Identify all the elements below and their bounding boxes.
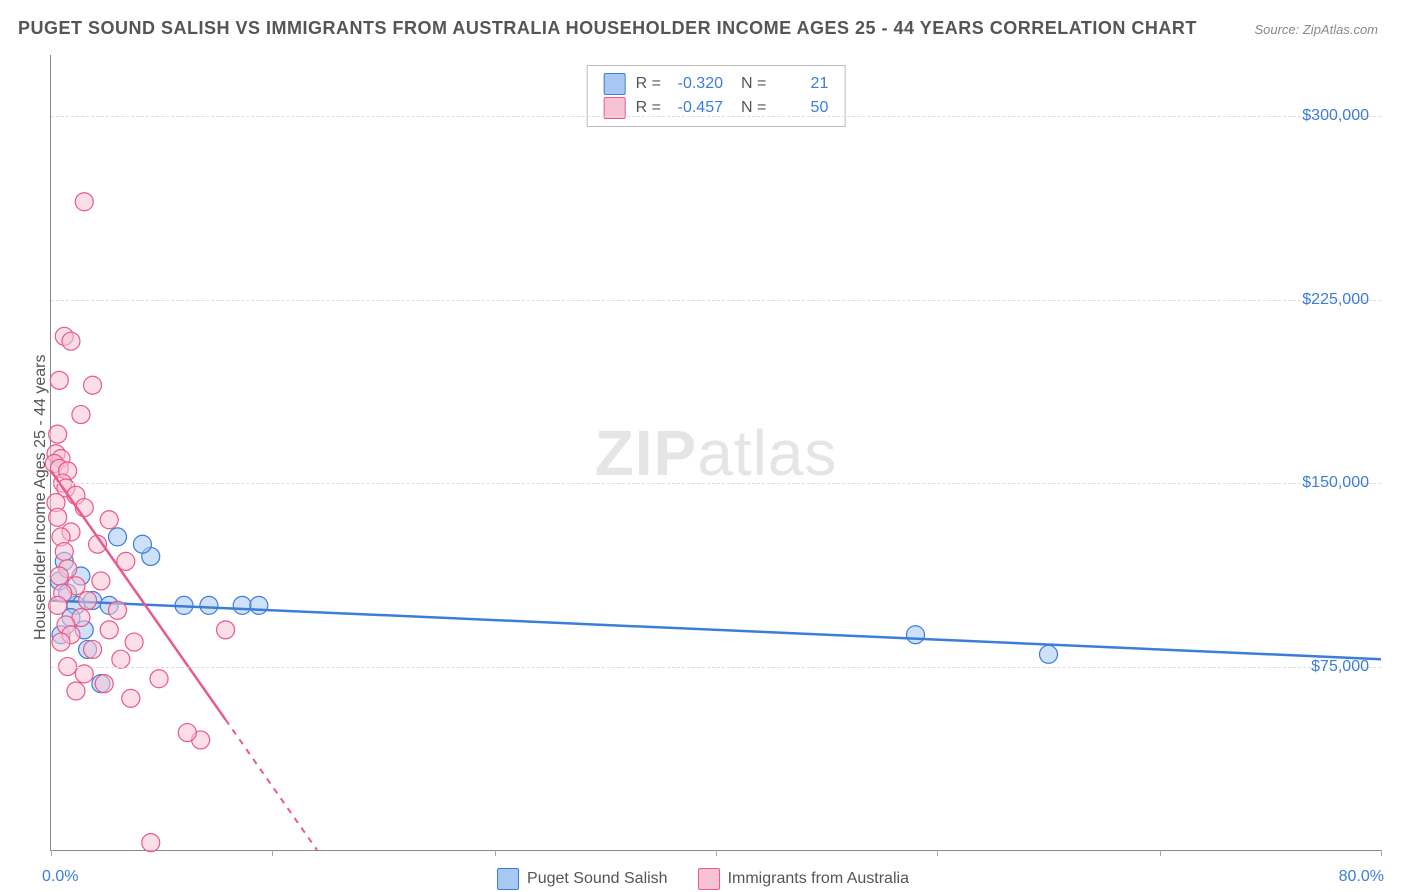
legend-label: Puget Sound Salish (527, 870, 668, 888)
x-min-label: 0.0% (42, 868, 78, 886)
legend-swatch (604, 73, 626, 95)
stats-row: R = -0.320 N = 21 (604, 72, 829, 96)
scatter-point (100, 621, 118, 639)
y-axis-label: Householder Income Ages 25 - 44 years (32, 355, 50, 641)
scatter-point (79, 591, 97, 609)
scatter-point (125, 633, 143, 651)
scatter-point (100, 511, 118, 529)
scatter-point (75, 193, 93, 211)
x-tick (51, 850, 52, 856)
scatter-point (133, 535, 151, 553)
plot-area: ZIPatlas R =-0.320N =21R =-0.457N =50 $7… (50, 55, 1381, 851)
scatter-point (49, 425, 67, 443)
stats-box: R =-0.320N =21R =-0.457N =50 (587, 65, 846, 127)
trend-line (51, 600, 1381, 659)
legend-swatch (497, 868, 519, 890)
x-tick (937, 850, 938, 856)
r-value: -0.320 (671, 72, 723, 96)
scatter-point (62, 332, 80, 350)
source-credit: Source: ZipAtlas.com (1254, 22, 1378, 37)
scatter-point (109, 528, 127, 546)
x-tick (1160, 850, 1161, 856)
chart-title: PUGET SOUND SALISH VS IMMIGRANTS FROM AU… (18, 18, 1197, 39)
scatter-point (84, 640, 102, 658)
gridline-h (51, 116, 1381, 117)
gridline-h (51, 667, 1381, 668)
scatter-point (52, 633, 70, 651)
gridline-h (51, 483, 1381, 484)
scatter-point (150, 670, 168, 688)
bottom-legend: Puget Sound Salish Immigrants from Austra… (497, 868, 909, 890)
scatter-point (50, 567, 68, 585)
x-tick (495, 850, 496, 856)
scatter-point (233, 596, 251, 614)
y-tick-label: $300,000 (1302, 107, 1369, 125)
x-tick (272, 850, 273, 856)
scatter-point (84, 376, 102, 394)
x-max-label: 80.0% (1339, 868, 1384, 886)
scatter-point (95, 675, 113, 693)
y-tick-label: $150,000 (1302, 474, 1369, 492)
scatter-point (92, 572, 110, 590)
legend-label: Immigrants from Australia (728, 870, 909, 888)
scatter-point (72, 406, 90, 424)
scatter-point (75, 665, 93, 683)
gridline-h (51, 300, 1381, 301)
trend-line-dashed (226, 720, 317, 850)
legend-item: Puget Sound Salish (497, 868, 668, 890)
scatter-point (178, 724, 196, 742)
scatter-point (67, 682, 85, 700)
scatter-point (250, 596, 268, 614)
scatter-point (49, 508, 67, 526)
x-tick (1381, 850, 1382, 856)
x-tick (716, 850, 717, 856)
scatter-point (55, 543, 73, 561)
n-label: N = (741, 72, 766, 96)
legend-item: Immigrants from Australia (698, 868, 909, 890)
n-value: 21 (776, 72, 828, 96)
scatter-point (217, 621, 235, 639)
y-tick-label: $225,000 (1302, 291, 1369, 309)
scatter-point (200, 596, 218, 614)
r-label: R = (636, 72, 661, 96)
scatter-point (907, 626, 925, 644)
y-tick-label: $75,000 (1311, 658, 1369, 676)
scatter-point (109, 601, 127, 619)
scatter-point (122, 689, 140, 707)
scatter-point (112, 650, 130, 668)
scatter-point (50, 371, 68, 389)
scatter-point (1040, 645, 1058, 663)
scatter-point (49, 596, 67, 614)
chart-svg (51, 55, 1381, 850)
scatter-point (142, 834, 160, 852)
legend-swatch (698, 868, 720, 890)
